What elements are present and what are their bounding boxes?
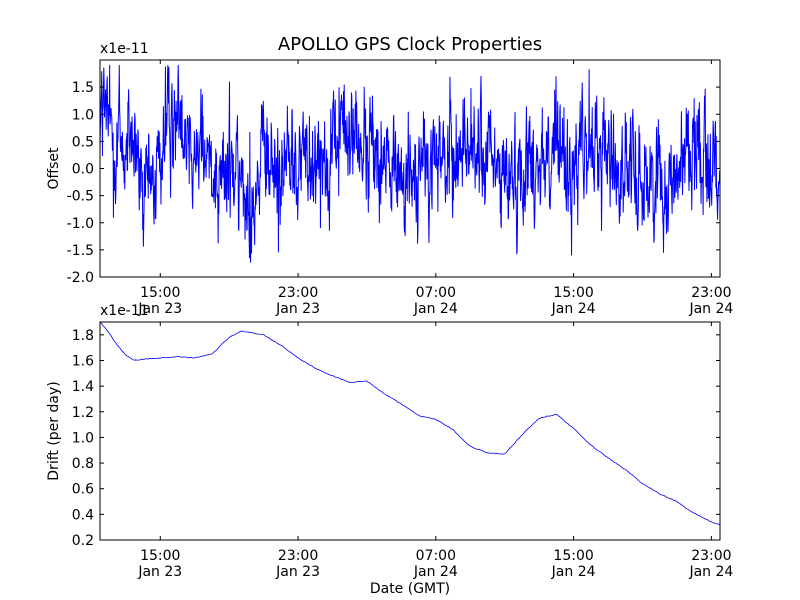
offset-xtick-hour-label: 23:00 [691,285,731,301]
drift-xtick-hour-label: 23:00 [691,548,731,564]
offset-ytick-label: -0.5 [67,189,94,205]
drift-axes-frame [99,321,721,541]
offset-ytick-label: -1.0 [67,216,94,232]
offset-ytick-label: -1.5 [67,243,94,259]
drift-ylabel: Drift (per day) [46,381,62,480]
offset-xtick-day-label: Jan 24 [413,301,458,317]
offset-xtick-hour-label: 15:00 [140,285,180,301]
drift-series-line-0 [100,322,720,526]
offset-xtick-day-label: Jan 23 [137,301,182,317]
offset-xtick-day-label: Jan 24 [688,301,733,317]
drift-xtick-day-label: Jan 23 [137,564,182,580]
drift-xtick-hour-label: 15:00 [553,548,593,564]
drift-xtick-hour-label: 15:00 [140,548,180,564]
offset-xtick-hour-label: 23:00 [278,285,318,301]
drift-scale-note: x1e-11 [100,303,149,319]
offset-xtick-day-label: Jan 24 [551,301,596,317]
offset-series-line-0 [100,64,720,263]
drift-ytick-label: 0.8 [72,456,94,472]
chart-title: APOLLO GPS Clock Properties [278,34,542,55]
drift-xtick-hour-label: 23:00 [278,548,318,564]
drift-xtick-day-label: Jan 24 [413,564,458,580]
drift-ytick-label: 1.8 [72,328,94,344]
drift-ytick-label: 0.6 [72,482,94,498]
drift-xtick-day-label: Jan 24 [551,564,596,580]
drift-ytick-label: 1.0 [72,430,94,446]
offset-ytick-label: 0.0 [72,162,94,178]
offset-ytick-label: 1.5 [72,80,94,96]
offset-xtick-hour-label: 07:00 [416,285,456,301]
drift-xtick-day-label: Jan 24 [688,564,733,580]
offset-xtick-hour-label: 15:00 [553,285,593,301]
drift-xtick-hour-label: 07:00 [416,548,456,564]
drift-ytick-label: 0.4 [72,507,94,523]
drift-xtick-day-label: Jan 23 [275,564,320,580]
offset-xtick-day-label: Jan 23 [275,301,320,317]
drift-ytick-label: 0.2 [72,533,94,549]
offset-ytick-label: 0.5 [72,134,94,150]
offset-ytick-label: 1.0 [72,107,94,123]
offset-scale-note: x1e-11 [100,41,149,57]
offset-ylabel: Offset [46,147,62,190]
drift-ytick-label: 1.6 [72,353,94,369]
drift-ytick-label: 1.4 [72,379,94,395]
drift-ytick-label: 1.2 [72,405,94,421]
offset-ytick-label: -2.0 [67,270,94,286]
drift-xlabel: Date (GMT) [370,581,450,597]
